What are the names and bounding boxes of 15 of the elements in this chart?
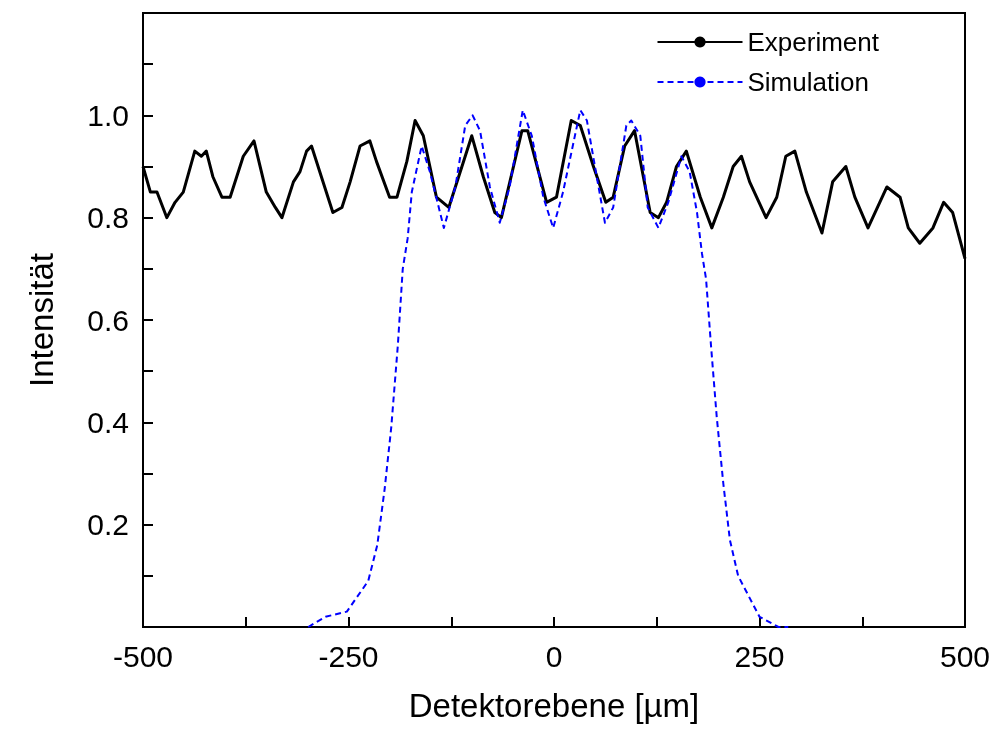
line-series xyxy=(307,109,790,628)
y-tick-label: 1.0 xyxy=(87,98,129,132)
legend-label: Experiment xyxy=(747,27,880,57)
y-tick-label: 0.2 xyxy=(87,508,129,542)
y-tick-label: 0.6 xyxy=(87,303,129,337)
legend-label: Simulation xyxy=(747,67,869,97)
y-tick-label: 0.8 xyxy=(87,201,129,235)
y-tick-label: 0.4 xyxy=(87,405,129,439)
y-axis-title: Intensität xyxy=(23,253,60,387)
x-axis-title: Detektorebene [µm] xyxy=(408,687,700,724)
x-tick-label: 500 xyxy=(939,639,991,673)
x-tick-label: -250 xyxy=(318,639,379,673)
x-tick-label: 0 xyxy=(545,639,563,673)
x-tick-label: 250 xyxy=(734,639,785,673)
x-tick-label: -500 xyxy=(112,639,174,673)
